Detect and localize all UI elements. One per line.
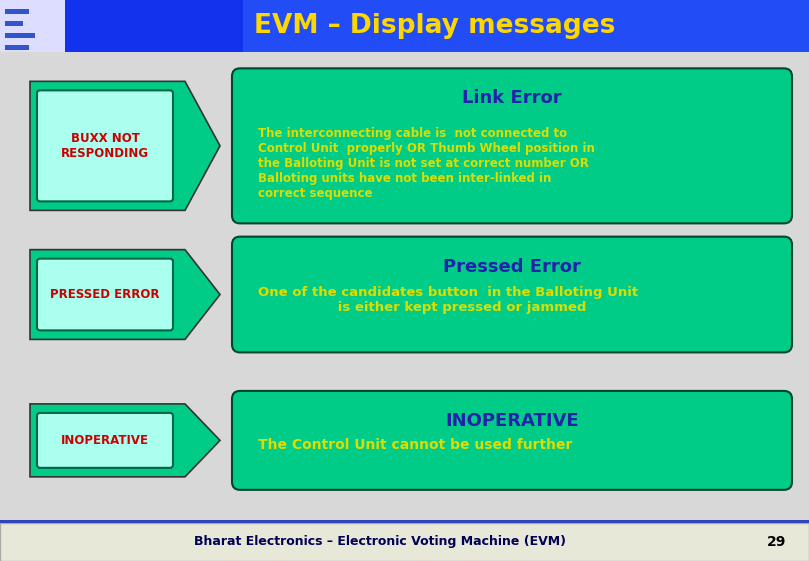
Polygon shape xyxy=(30,404,220,477)
Text: One of the candidates button  in the Balloting Unit
      is either kept pressed: One of the candidates button in the Ball… xyxy=(258,286,638,314)
Text: Pressed Error: Pressed Error xyxy=(443,257,581,275)
Bar xyxy=(0,520,809,523)
FancyBboxPatch shape xyxy=(232,68,792,223)
Text: INOPERATIVE: INOPERATIVE xyxy=(445,412,578,430)
Text: INOPERATIVE: INOPERATIVE xyxy=(61,434,149,447)
Bar xyxy=(5,45,29,50)
FancyBboxPatch shape xyxy=(232,391,792,490)
Bar xyxy=(0,0,65,52)
Bar xyxy=(5,21,23,26)
Text: 29: 29 xyxy=(767,535,786,549)
Bar xyxy=(0,0,809,52)
Bar xyxy=(243,0,809,52)
Text: Bharat Electronics – Electronic Voting Machine (EVM): Bharat Electronics – Electronic Voting M… xyxy=(194,536,566,549)
Bar xyxy=(5,33,35,38)
FancyBboxPatch shape xyxy=(37,90,173,201)
Bar xyxy=(5,9,29,14)
Text: The Control Unit cannot be used further: The Control Unit cannot be used further xyxy=(258,438,573,452)
FancyBboxPatch shape xyxy=(37,413,173,468)
FancyBboxPatch shape xyxy=(37,259,173,330)
Text: BUXX NOT
RESPONDING: BUXX NOT RESPONDING xyxy=(61,132,149,160)
Text: PRESSED ERROR: PRESSED ERROR xyxy=(50,288,159,301)
Text: Link Error: Link Error xyxy=(462,89,561,107)
Text: EVM – Display messages: EVM – Display messages xyxy=(254,13,615,39)
FancyBboxPatch shape xyxy=(232,237,792,352)
Polygon shape xyxy=(30,81,220,210)
Bar xyxy=(0,523,809,561)
Text: The interconnecting cable is  not connected to
Control Unit  properly OR Thumb W: The interconnecting cable is not connect… xyxy=(258,127,595,200)
Polygon shape xyxy=(30,250,220,339)
